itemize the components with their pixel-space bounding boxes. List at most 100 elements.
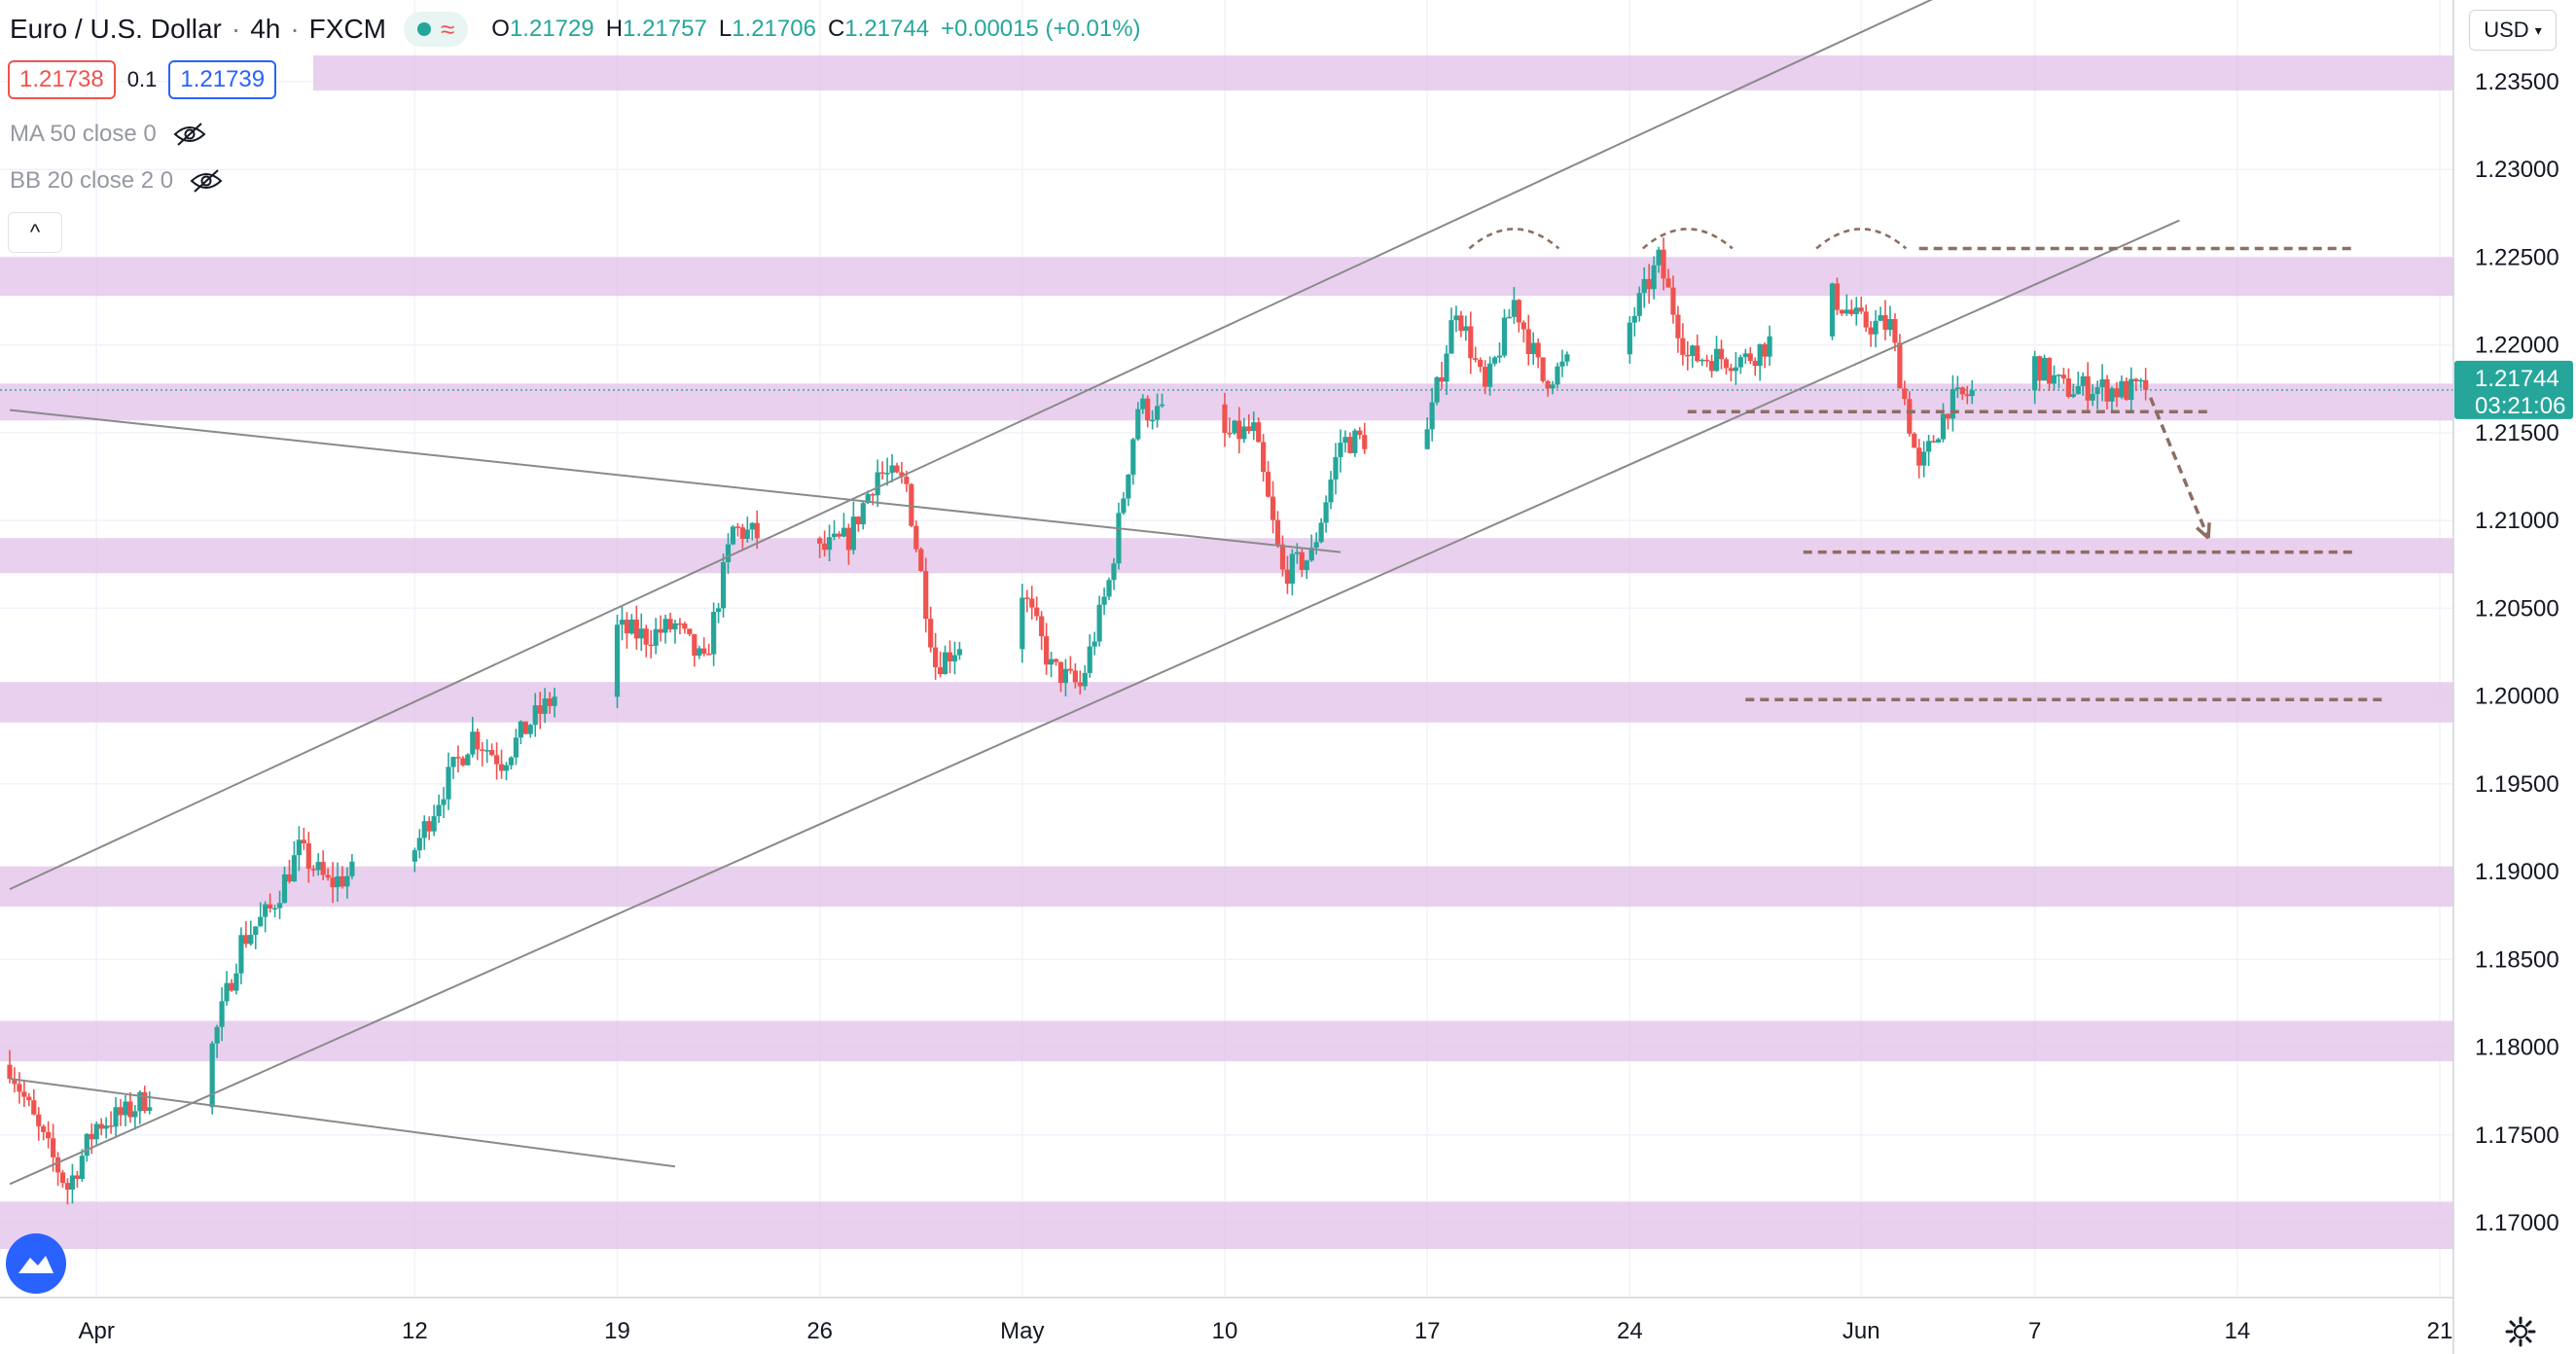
- candle-body: [484, 750, 490, 752]
- candle-body: [1096, 604, 1102, 642]
- candle-body: [450, 757, 456, 767]
- candle-body: [315, 862, 321, 871]
- candle-body: [687, 628, 693, 635]
- high-value: 1.21757: [623, 16, 707, 42]
- candle-body: [36, 1114, 42, 1126]
- indicator-ma[interactable]: MA 50 close 0: [10, 121, 207, 148]
- candle-body: [836, 533, 842, 537]
- candle-body: [1737, 357, 1743, 368]
- projection-line: [2149, 397, 2210, 539]
- collapse-legend-button[interactable]: ^: [8, 212, 62, 253]
- symbol-name[interactable]: Euro / U.S. Dollar: [10, 14, 222, 44]
- candle-body: [672, 623, 678, 630]
- candle-body: [1685, 354, 1691, 357]
- candle-body: [2094, 387, 2100, 395]
- market-status[interactable]: ≈: [404, 12, 469, 47]
- candle-body: [310, 869, 316, 871]
- candle-body: [460, 758, 466, 766]
- candle-body: [480, 749, 485, 751]
- candle-body: [1453, 315, 1459, 321]
- hidden-eye-icon[interactable]: [172, 121, 207, 148]
- candle-body: [1034, 607, 1040, 617]
- candle-body: [1072, 670, 1078, 683]
- candle-body: [1834, 283, 1841, 310]
- sell-button[interactable]: 1.21738: [8, 60, 116, 99]
- candle-body: [725, 544, 732, 562]
- candle-body: [489, 750, 495, 756]
- candle-body: [2129, 378, 2134, 401]
- chevron-down-icon: ▾: [2534, 21, 2542, 38]
- y-tick-label: 1.21500: [2475, 420, 2559, 446]
- candle-body: [108, 1125, 114, 1127]
- candle-body: [889, 465, 895, 474]
- candle-body: [1916, 447, 1922, 466]
- settings-gear-icon[interactable]: [2504, 1315, 2537, 1348]
- candle-body: [826, 537, 833, 551]
- candle-body: [118, 1107, 124, 1116]
- candle-body: [498, 764, 505, 771]
- candle-body: [937, 666, 944, 675]
- candle-body: [2032, 356, 2038, 391]
- candle-body: [2080, 375, 2086, 387]
- y-tick-label: 1.22500: [2475, 244, 2559, 270]
- candle-body: [1227, 432, 1233, 435]
- candle-body: [276, 903, 283, 909]
- interval-label[interactable]: 4h: [250, 14, 281, 44]
- y-tick-label: 1.23000: [2475, 157, 2559, 183]
- candle-body: [263, 904, 268, 917]
- candle-body: [2037, 356, 2043, 381]
- candle-body: [1299, 552, 1305, 570]
- candle-body: [1126, 474, 1131, 499]
- candle-body: [1116, 513, 1122, 564]
- candle-body: [132, 1111, 138, 1118]
- candle-body: [711, 612, 717, 655]
- candle-body: [894, 465, 900, 473]
- candle-body: [1246, 426, 1252, 432]
- candle-body: [1077, 682, 1083, 687]
- candle-body: [1656, 249, 1662, 266]
- candle-body: [2138, 379, 2144, 382]
- candle-body: [1222, 404, 1228, 433]
- hidden-eye-icon[interactable]: [189, 167, 224, 195]
- candle-body: [749, 522, 755, 530]
- candle-body: [1328, 479, 1334, 503]
- buy-button[interactable]: 1.21739: [168, 60, 277, 99]
- candle-body: [677, 623, 683, 625]
- exchange-label: FXCM: [308, 14, 386, 44]
- candle-body: [1897, 342, 1903, 389]
- candle-body: [754, 522, 760, 539]
- candle-body: [1491, 357, 1498, 364]
- zone-band: [0, 682, 2453, 723]
- candle-body: [127, 1101, 133, 1118]
- candle-body: [1969, 390, 1975, 397]
- indicator-bb[interactable]: BB 20 close 2 0: [10, 167, 224, 195]
- candle-body: [909, 483, 914, 526]
- candle-body: [628, 619, 634, 634]
- candle-body: [1067, 668, 1073, 671]
- candle-body: [441, 799, 447, 805]
- tradingview-logo-icon[interactable]: [6, 1233, 66, 1294]
- candle-body: [1661, 249, 1666, 279]
- candle-body: [2085, 375, 2091, 401]
- candle-body: [229, 982, 234, 991]
- candle-body: [1362, 435, 1368, 449]
- candle-body: [841, 527, 847, 537]
- candle-body: [243, 935, 249, 944]
- candle-body: [1111, 563, 1117, 581]
- candle-body: [682, 624, 688, 629]
- candle-body: [633, 619, 639, 639]
- candle-body: [1704, 359, 1710, 362]
- candle-body: [1039, 616, 1045, 637]
- candle-body: [1511, 300, 1517, 317]
- candle-body: [947, 652, 953, 661]
- candle-body: [1651, 265, 1657, 290]
- candle-body: [2099, 378, 2105, 388]
- x-tick-label: 26: [806, 1318, 833, 1344]
- currency-select[interactable]: USD ▾: [2469, 10, 2557, 51]
- candle-body: [619, 620, 626, 625]
- candle-body: [335, 875, 340, 888]
- candle-body: [643, 628, 649, 645]
- chart-grid: [0, 0, 2453, 1298]
